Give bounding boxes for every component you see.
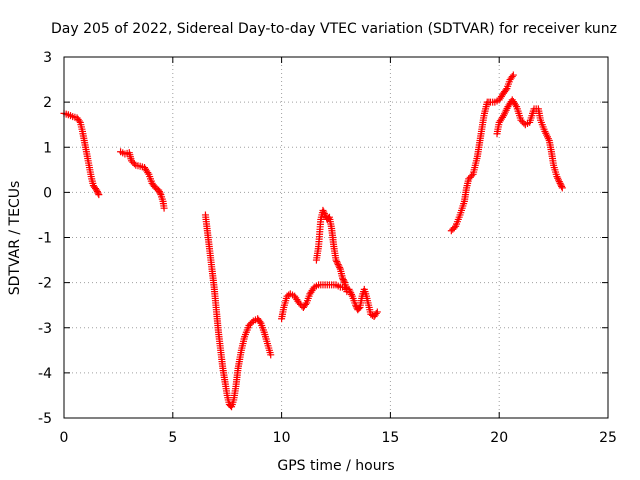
data-point xyxy=(554,176,562,184)
x-tick-label: 5 xyxy=(168,430,177,446)
data-point xyxy=(156,189,164,197)
y-tick-label: -5 xyxy=(38,411,52,427)
data-point xyxy=(144,169,152,177)
data-point xyxy=(155,188,163,196)
data-point xyxy=(468,172,476,180)
data-segment-5 xyxy=(312,206,351,296)
x-axis-title: GPS time / hours xyxy=(277,458,394,474)
chart-title: Day 205 of 2022, Sidereal Day-to-day VTE… xyxy=(51,21,617,37)
y-tick-label: -3 xyxy=(38,321,52,337)
data-point xyxy=(95,191,103,199)
data-point xyxy=(130,160,138,168)
data-point xyxy=(332,256,340,264)
data-point xyxy=(555,178,563,186)
x-tick-label: 15 xyxy=(381,430,399,446)
data-point xyxy=(93,188,101,196)
data-point xyxy=(320,209,328,217)
data-point xyxy=(333,258,341,266)
data-point xyxy=(93,186,101,194)
data-points xyxy=(60,71,566,411)
data-point xyxy=(339,276,347,284)
y-tick-label: 2 xyxy=(43,95,52,111)
data-point xyxy=(512,101,520,109)
data-point xyxy=(75,117,83,125)
data-point xyxy=(557,181,565,189)
data-point xyxy=(334,261,342,269)
data-point xyxy=(558,182,566,190)
data-segment-2 xyxy=(117,148,168,212)
x-tick-labels: 0 5 10 15 20 25 xyxy=(60,430,617,446)
x-tick-label: 0 xyxy=(60,430,69,446)
data-point xyxy=(343,288,351,296)
y-tick-label: 3 xyxy=(43,50,52,66)
y-tick-label: 0 xyxy=(43,185,52,201)
data-point xyxy=(554,174,562,182)
y-tick-label: -1 xyxy=(38,231,52,247)
y-tick-labels: -5 -4 -3 -2 -1 0 1 2 3 xyxy=(38,50,52,427)
data-point xyxy=(348,290,356,298)
data-point xyxy=(553,173,561,181)
data-point xyxy=(155,186,163,194)
data-segment-3 xyxy=(201,211,275,411)
data-point xyxy=(336,264,344,272)
data-point xyxy=(509,71,517,79)
data-point xyxy=(372,309,380,317)
data-point xyxy=(340,277,348,285)
data-point xyxy=(347,289,355,297)
data-point xyxy=(248,318,256,326)
data-point xyxy=(160,204,168,212)
data-point xyxy=(556,179,564,187)
data-segment-4 xyxy=(278,281,381,323)
data-point xyxy=(333,259,341,267)
y-tick-label: -2 xyxy=(38,276,52,292)
data-segment-7 xyxy=(493,96,566,192)
data-point xyxy=(94,189,102,197)
axis-ticks xyxy=(63,56,609,419)
data-point xyxy=(450,224,458,232)
data-point xyxy=(335,262,343,270)
y-tick-label: 1 xyxy=(43,140,52,156)
x-tick-label: 10 xyxy=(273,430,291,446)
data-point xyxy=(558,184,566,192)
data-segment-6 xyxy=(447,71,517,235)
data-point xyxy=(256,318,264,326)
data-point xyxy=(320,208,328,216)
data-segment-1 xyxy=(60,109,103,199)
data-point xyxy=(321,211,329,219)
y-tick-label: -4 xyxy=(38,366,52,382)
x-tick-label: 20 xyxy=(490,430,508,446)
data-point xyxy=(508,73,516,81)
y-axis-title: SDTVAR / TECUs xyxy=(7,181,23,296)
data-point xyxy=(339,274,347,282)
data-point xyxy=(355,305,363,313)
data-point xyxy=(373,308,381,316)
data-point xyxy=(302,300,310,308)
data-point xyxy=(502,86,510,94)
data-point xyxy=(319,206,327,214)
x-tick-label: 25 xyxy=(599,430,617,446)
data-point xyxy=(267,351,275,359)
